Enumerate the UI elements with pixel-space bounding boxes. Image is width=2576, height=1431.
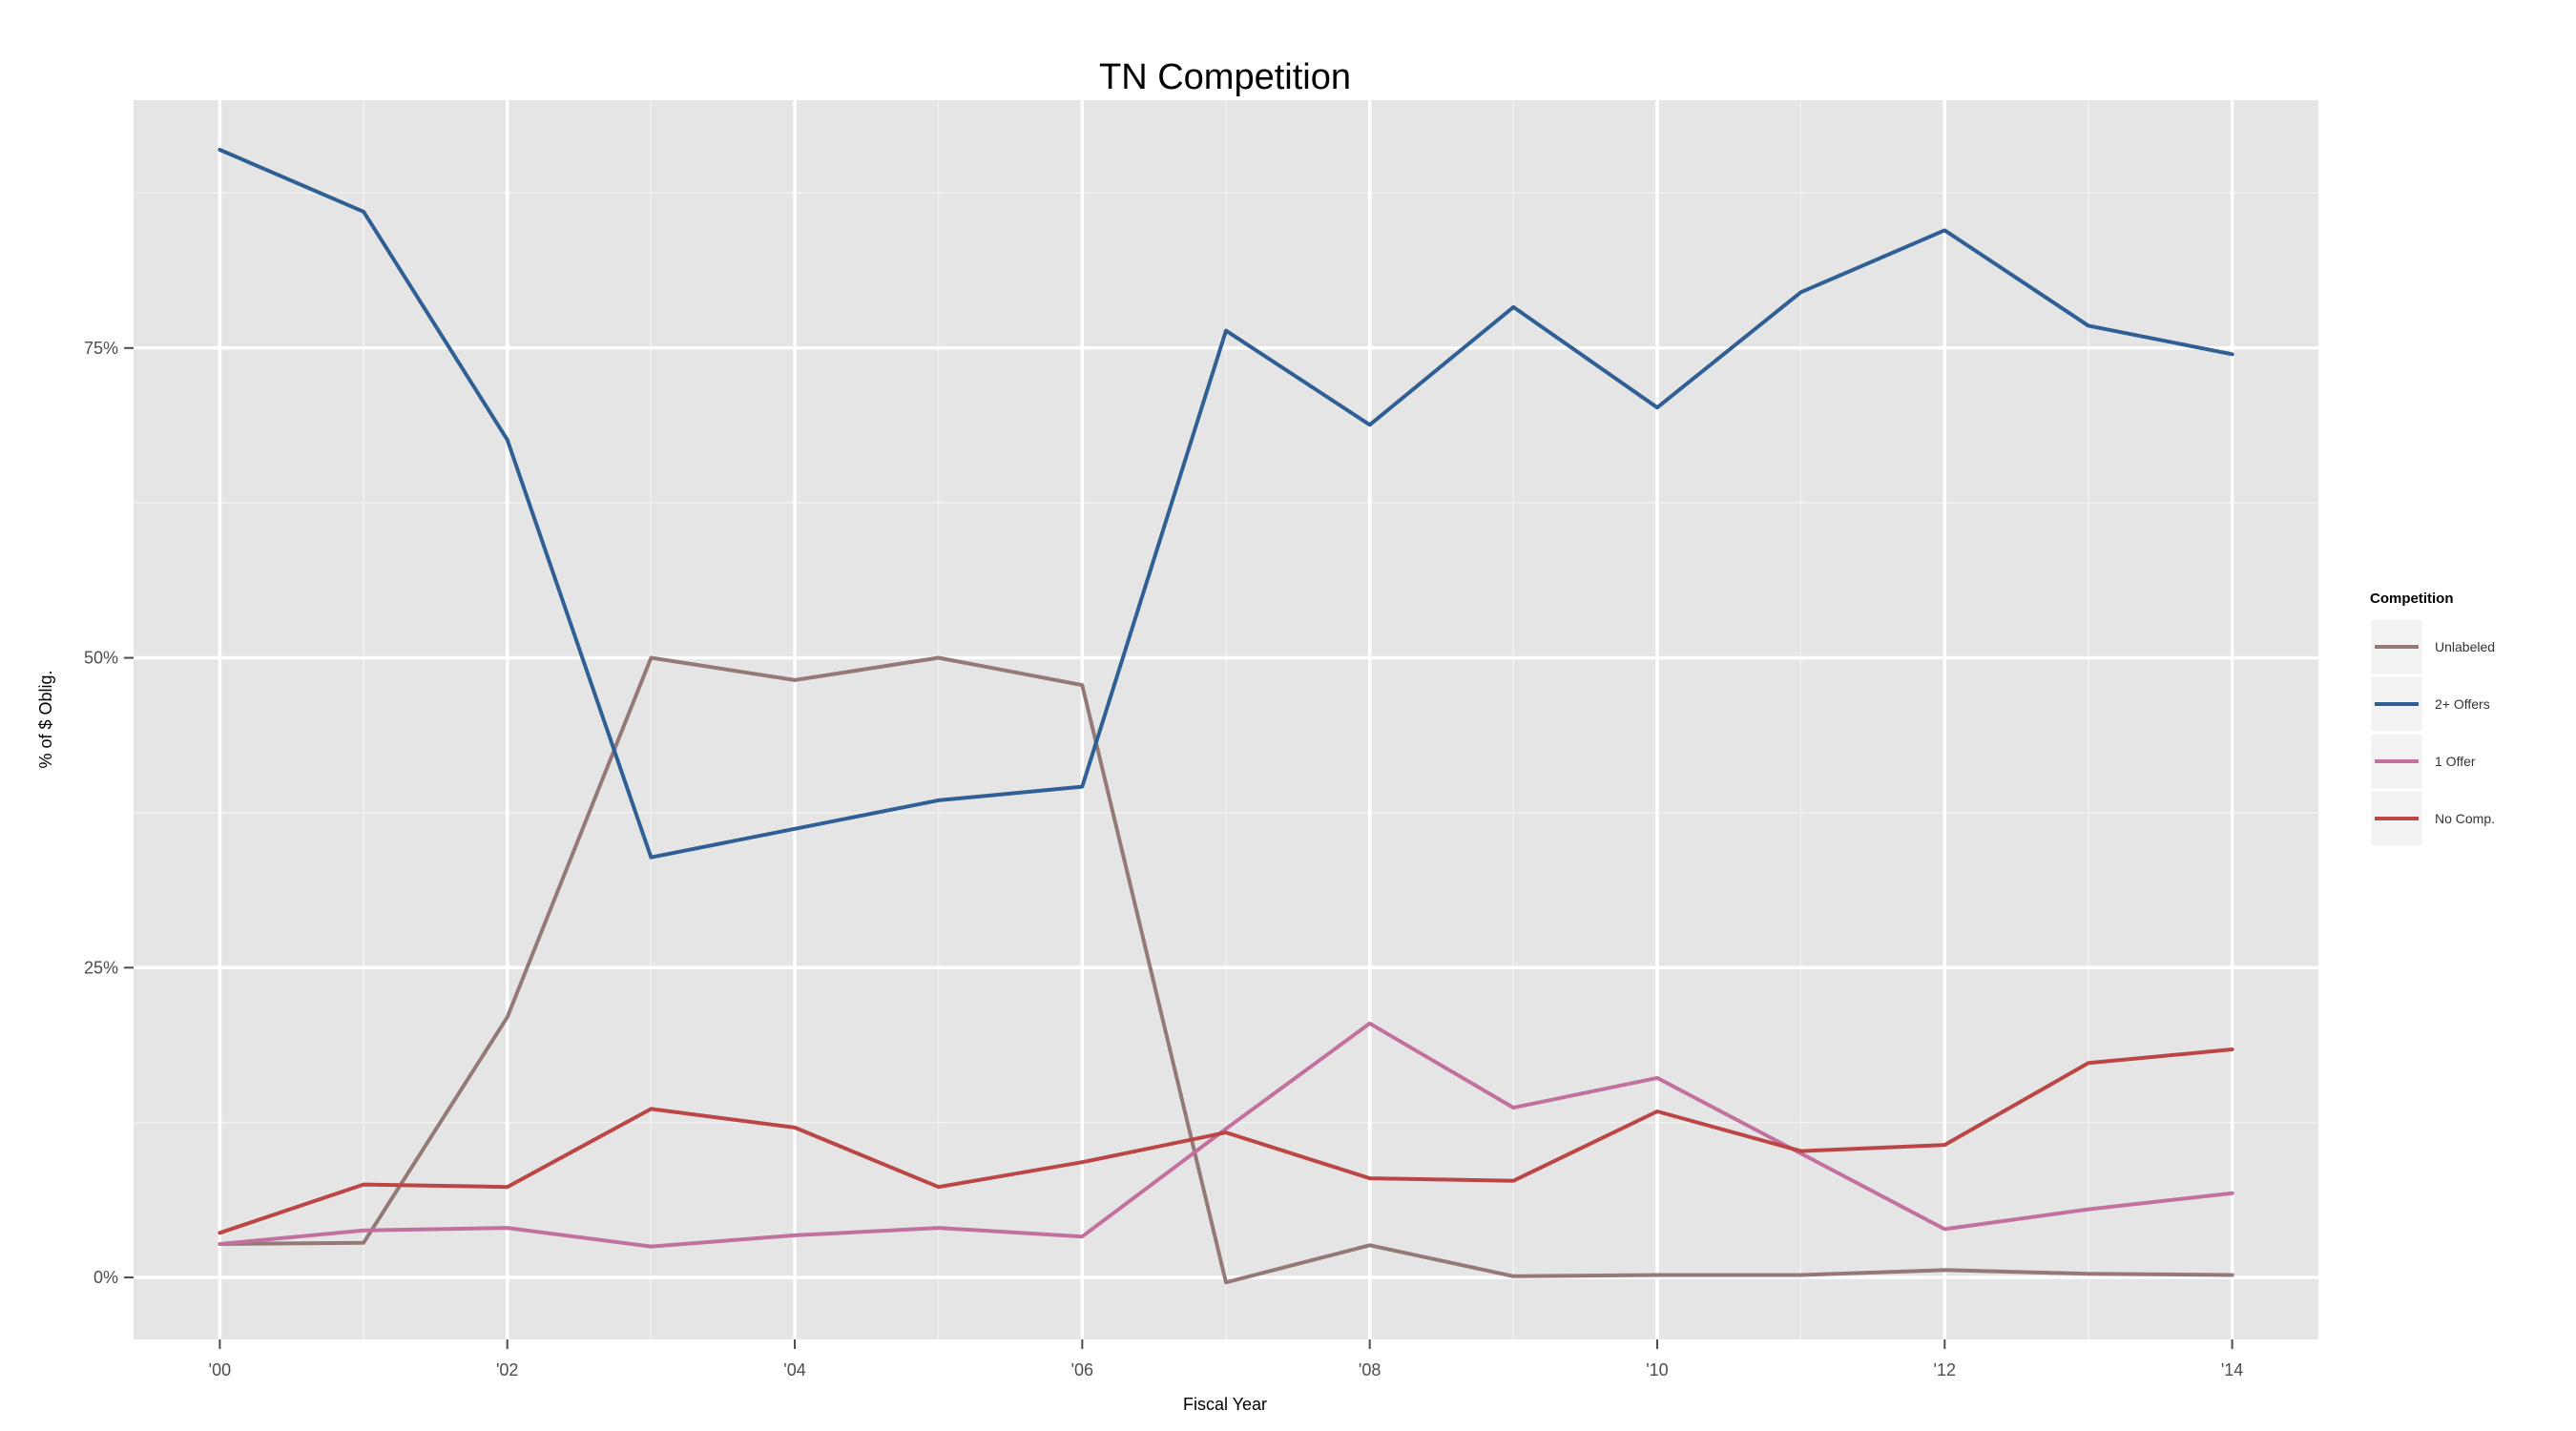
series-line-2 xyxy=(218,1021,2234,1249)
legend: Competition Unlabeled 2+ Offers 1 Offer No … xyxy=(2368,591,2495,849)
y-axis: 0% 25% 50% 75% xyxy=(84,339,134,1287)
y-tick-label: 75% xyxy=(84,339,118,358)
x-axis: '00 '02 '04 '06 '08 '10 '12 '14 xyxy=(209,1339,2243,1379)
y-tick-label: 50% xyxy=(84,649,118,668)
legend-title: Competition xyxy=(2370,591,2454,607)
x-tick-label: '04 xyxy=(783,1360,805,1379)
grid-major xyxy=(134,100,2318,1339)
y-axis-label: % of $ Oblig. xyxy=(36,670,55,768)
x-tick-label: '00 xyxy=(209,1360,231,1379)
y-tick-label: 0% xyxy=(93,1268,118,1287)
x-tick-label: '14 xyxy=(2221,1360,2243,1379)
legend-label: No Comp. xyxy=(2435,811,2495,826)
x-axis-label: Fiscal Year xyxy=(1183,1395,1267,1414)
series-line-1 xyxy=(218,148,2234,860)
chart-title: TN Competition xyxy=(1099,57,1351,97)
legend-label: 1 Offer xyxy=(2435,754,2476,769)
legend-label: Unlabeled xyxy=(2435,639,2495,654)
series-line-3 xyxy=(218,1047,2234,1235)
x-tick-label: '12 xyxy=(1934,1360,1956,1379)
legend-label: 2+ Offers xyxy=(2435,696,2490,712)
x-tick-label: '06 xyxy=(1071,1360,1093,1379)
series-line-0 xyxy=(218,655,2234,1285)
x-tick-label: '10 xyxy=(1646,1360,1668,1379)
x-tick-label: '02 xyxy=(496,1360,518,1379)
legend-items: Unlabeled 2+ Offers 1 Offer No Comp. xyxy=(2368,616,2495,849)
x-tick-label: '08 xyxy=(1359,1360,1381,1379)
y-tick-label: 25% xyxy=(84,958,118,977)
series-lines xyxy=(218,148,2234,1285)
